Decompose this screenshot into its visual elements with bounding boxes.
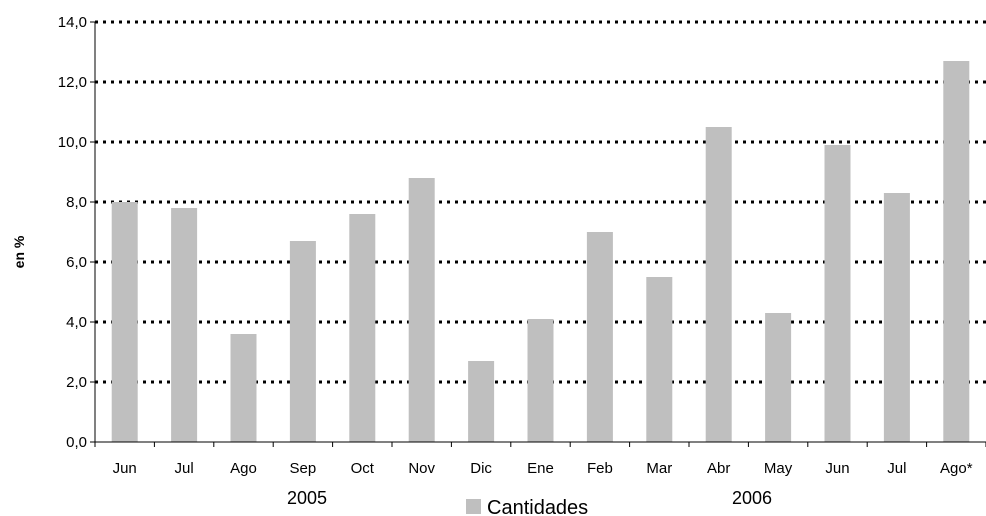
legend: Cantidades: [466, 497, 588, 516]
bar: [824, 145, 851, 442]
bar: [943, 61, 970, 442]
x-tick-label: Mar: [646, 460, 672, 477]
y-tick-labels: 0,0 2,0 4,0 6,0 8,0 10,0 12,0 14,0: [58, 14, 87, 451]
x-tick-labels: Jun Jul Ago Sep Oct Nov Dic Ene Feb Mar Abr May Jun J…: [113, 460, 973, 477]
x-tick-label: May: [764, 460, 793, 477]
bar: [349, 214, 376, 442]
x-tick-label: Ene: [527, 460, 554, 477]
x-tick-label: Feb: [587, 460, 613, 477]
year-label-2006: 2006: [732, 488, 772, 508]
bar: [527, 319, 554, 442]
bar: [468, 361, 495, 442]
axes: [90, 21, 986, 447]
bar: [705, 127, 732, 442]
y-axis-label: en %: [11, 235, 27, 268]
x-tick-label: Jun: [113, 460, 137, 477]
x-tick-label: Dic: [470, 460, 492, 477]
bar: [646, 277, 673, 442]
bar: [289, 241, 316, 442]
bar: [586, 232, 613, 442]
bar: [765, 313, 792, 442]
y-tick-label: 10,0: [58, 134, 87, 151]
x-tick-label: Sep: [290, 460, 317, 477]
x-tick-label: Ago: [230, 460, 257, 477]
y-tick-label: 0,0: [66, 434, 87, 451]
x-tick-label: Jul: [887, 460, 906, 477]
y-tick-label: 8,0: [66, 194, 87, 211]
y-tick-label: 4,0: [66, 314, 87, 331]
bar: [230, 334, 257, 442]
bar: [111, 202, 138, 442]
y-tick-label: 6,0: [66, 254, 87, 271]
y-tick-label: 2,0: [66, 374, 87, 391]
x-tick-label: Oct: [351, 460, 375, 477]
x-tick-label: Jul: [175, 460, 194, 477]
year-label-2005: 2005: [287, 488, 327, 508]
bars: [111, 61, 970, 442]
y-tick-label: 12,0: [58, 74, 87, 91]
x-tick-label: Abr: [707, 460, 730, 477]
x-tick-label: Jun: [825, 460, 849, 477]
legend-label: Cantidades: [487, 497, 588, 516]
x-tick-label: Nov: [408, 460, 435, 477]
x-tick-label: Ago*: [940, 460, 973, 477]
legend-swatch: [466, 499, 481, 514]
bar: [171, 208, 198, 442]
bar: [408, 178, 435, 442]
bar: [883, 193, 910, 442]
y-tick-label: 14,0: [58, 14, 87, 31]
